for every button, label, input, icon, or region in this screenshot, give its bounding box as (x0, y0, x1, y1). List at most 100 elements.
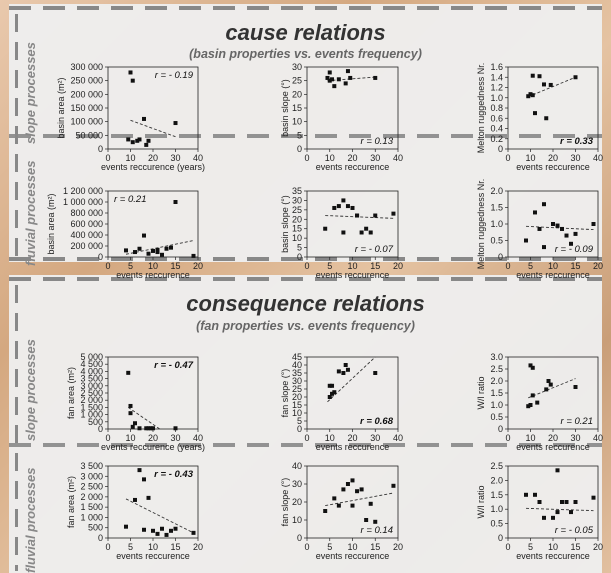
x-axis-label: events reccurence (years) (101, 162, 205, 172)
x-tick-label: 20 (548, 433, 558, 443)
data-point (542, 202, 546, 207)
y-tick-label: 10 (292, 515, 302, 525)
y-tick-label: 4 000 (80, 366, 103, 376)
correlation-label: r = - 0.07 (355, 244, 394, 255)
data-point (128, 403, 133, 408)
data-point (327, 70, 332, 75)
data-point (330, 391, 335, 396)
y-tick-label: 1.6 (490, 62, 503, 72)
y-axis-label: W/l ratio (476, 376, 486, 409)
data-point (537, 226, 542, 231)
y-tick-label: 1 000 (80, 410, 103, 420)
y-axis-label: Melton ruggedness Nr. (476, 179, 486, 270)
x-tick-label: 0 (304, 261, 309, 271)
data-point (524, 238, 528, 243)
data-point (555, 468, 560, 473)
correlation-label: r = 0.33 (560, 136, 594, 147)
data-point (169, 528, 173, 533)
y-tick-label: 0.5 (490, 519, 503, 529)
data-point (548, 382, 553, 387)
data-point (155, 531, 160, 536)
x-tick-label: 5 (528, 261, 533, 271)
y-axis-label: basin slope (°) (280, 79, 290, 137)
x-tick-label: 0 (105, 153, 110, 163)
x-axis-label: events reccurence (316, 270, 390, 280)
x-tick-label: 20 (347, 433, 357, 443)
data-point (544, 116, 549, 121)
data-point (130, 78, 135, 83)
data-point (151, 528, 155, 533)
data-point (548, 82, 553, 87)
trend-line (327, 356, 376, 403)
data-point (564, 233, 569, 238)
data-point (164, 532, 169, 537)
data-point (555, 223, 560, 228)
x-tick-label: 30 (570, 153, 580, 163)
data-point (148, 426, 153, 431)
y-tick-label: 5 (297, 416, 302, 426)
data-point (537, 74, 542, 79)
y-tick-label: 0 (98, 424, 103, 434)
y-tick-label: 2 000 (80, 395, 103, 405)
y-tick-label: 35 (292, 186, 302, 196)
data-point (341, 371, 346, 375)
data-point (373, 75, 378, 80)
data-point (323, 226, 328, 231)
data-point (137, 468, 142, 473)
trend-line (525, 225, 594, 231)
y-tick-label: 0 (98, 144, 103, 154)
y-tick-label: 1.2 (490, 83, 503, 93)
x-tick-label: 10 (548, 542, 558, 552)
trend-line (528, 378, 576, 399)
x-tick-label: 30 (570, 433, 580, 443)
y-axis-label: basin area (m²) (46, 193, 56, 254)
y-tick-label: 0 (297, 424, 302, 434)
y-tick-label: 1.0 (490, 219, 503, 229)
section-title: consequence relations (186, 291, 425, 316)
x-axis-label: events reccurence (316, 442, 390, 452)
y-tick-label: 25 (292, 205, 302, 215)
section-subtitle: (fan properties vs. events frequency) (196, 319, 415, 333)
data-point (173, 200, 178, 204)
data-point (373, 519, 378, 524)
bottom-dashed-border (9, 257, 602, 261)
trend-line (125, 240, 194, 255)
data-point (573, 231, 578, 236)
x-tick-label: 15 (570, 542, 580, 552)
x-tick-label: 20 (393, 261, 403, 271)
x-tick-label: 40 (393, 153, 403, 163)
data-point (533, 210, 537, 215)
y-tick-label: 3 000 (80, 471, 103, 481)
left-dashed-border (15, 285, 18, 571)
data-point (542, 515, 546, 520)
y-tick-label: 2 500 (80, 482, 103, 492)
data-point (137, 246, 142, 251)
data-point (368, 501, 373, 506)
x-axis-label: events reccurence (516, 162, 590, 172)
trend-line (327, 76, 376, 82)
data-point (155, 247, 160, 252)
data-point (146, 426, 151, 431)
trend-line (127, 407, 161, 430)
data-point (332, 84, 337, 89)
data-point (542, 82, 546, 87)
data-point (325, 75, 330, 80)
data-point (330, 77, 335, 82)
y-tick-label: 500 (88, 523, 103, 533)
x-tick-label: 0 (505, 261, 510, 271)
y-tick-label: 25 (292, 384, 302, 394)
data-point (332, 390, 337, 395)
y-tick-label: 1.5 (490, 388, 503, 398)
data-point (350, 503, 355, 508)
x-tick-label: 10 (548, 261, 558, 271)
x-tick-label: 30 (170, 153, 180, 163)
y-tick-label: 1.0 (490, 400, 503, 410)
y-tick-label: 3.0 (490, 352, 503, 362)
y-tick-label: 0.2 (490, 134, 503, 144)
x-tick-label: 0 (105, 542, 110, 552)
y-tick-label: 10 (292, 408, 302, 418)
y-tick-label: 3 500 (80, 461, 103, 471)
